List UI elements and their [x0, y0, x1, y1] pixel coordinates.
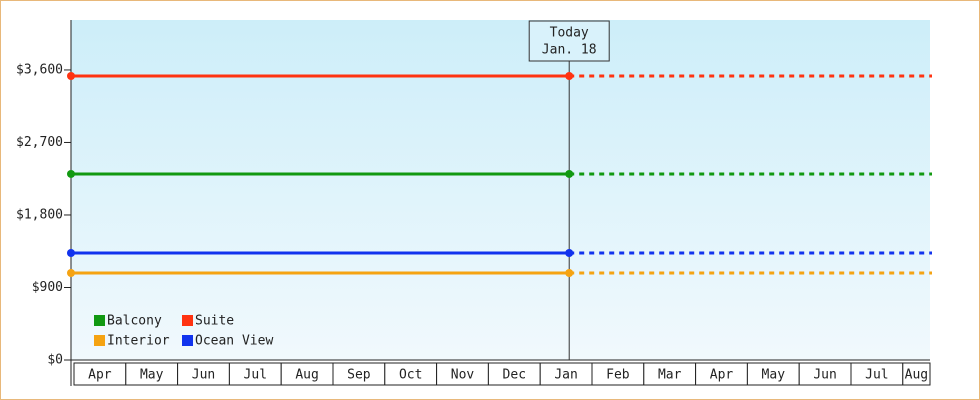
x-tick-label: Jun: [192, 368, 215, 383]
point: [67, 268, 75, 277]
x-tick-label: Jul: [865, 368, 888, 383]
y-tick-label: $900: [32, 280, 63, 295]
point: [565, 71, 574, 80]
x-tick-label: Jun: [813, 368, 836, 383]
x-tick-label: Jul: [244, 368, 267, 383]
x-tick-label: Nov: [451, 368, 475, 383]
today-label: Jan. 18: [542, 43, 597, 58]
y-tick-label: $0: [47, 353, 63, 368]
x-tick-label: Aug: [295, 368, 318, 383]
x-tick-label: Feb: [606, 368, 630, 383]
x-tick-label: Apr: [88, 368, 112, 383]
today-box: [528, 20, 610, 62]
legend-label: Suite: [195, 314, 234, 329]
y-tick-label: $1,800: [16, 207, 63, 222]
x-tick-label: Jan: [554, 368, 577, 383]
legend-swatch: [94, 315, 105, 326]
legend-label: Interior: [107, 334, 170, 349]
point: [565, 249, 574, 258]
legend-swatch: [182, 335, 193, 346]
point: [67, 249, 75, 258]
legend-label: Ocean View: [195, 334, 273, 349]
point: [67, 71, 75, 80]
point: [565, 268, 574, 277]
point: [67, 169, 75, 178]
month-box: [902, 362, 931, 386]
x-tick-label: Aug: [905, 368, 928, 383]
x-tick-label: May: [140, 368, 164, 383]
x-tick-label: Mar: [658, 368, 682, 383]
x-tick-label: Apr: [710, 368, 734, 383]
x-tick-label: Oct: [399, 368, 422, 383]
y-tick-label: $2,700: [16, 135, 63, 150]
today-title: Today: [550, 26, 589, 41]
legend-label: Balcony: [107, 314, 162, 329]
plot-area: [71, 20, 930, 360]
legend-swatch: [94, 335, 105, 346]
point: [565, 169, 574, 178]
legend-swatch: [182, 315, 193, 326]
x-tick-label: Sep: [347, 368, 371, 383]
x-tick-label: Dec: [503, 368, 526, 383]
y-tick-label: $3,600: [16, 62, 63, 77]
x-tick-label: May: [762, 368, 786, 383]
